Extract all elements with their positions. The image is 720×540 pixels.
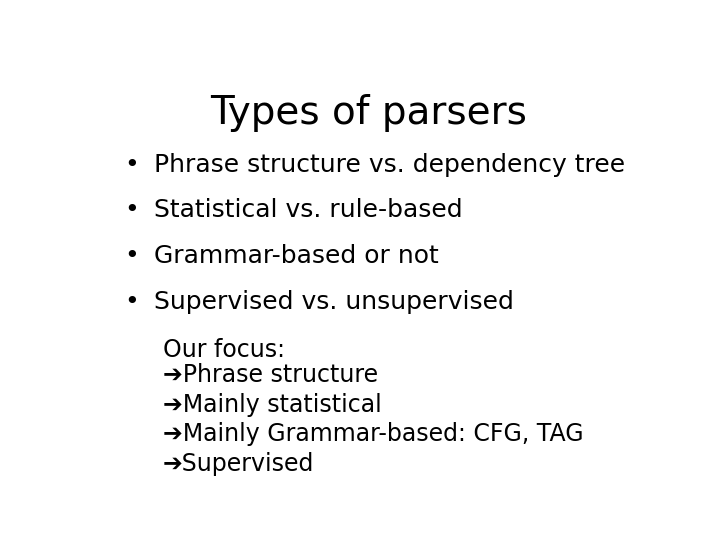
Text: Supervised vs. unsupervised: Supervised vs. unsupervised [154,290,514,314]
Text: •: • [125,198,139,222]
Text: Types of parsers: Types of parsers [210,94,528,132]
Text: Statistical vs. rule-based: Statistical vs. rule-based [154,198,463,222]
Text: ➔Supervised: ➔Supervised [163,453,314,476]
Text: ➔Mainly statistical: ➔Mainly statistical [163,393,382,416]
Text: •: • [125,290,139,314]
Text: Phrase structure vs. dependency tree: Phrase structure vs. dependency tree [154,153,625,177]
Text: ➔Mainly Grammar-based: CFG, TAG: ➔Mainly Grammar-based: CFG, TAG [163,422,583,447]
Text: ➔Phrase structure: ➔Phrase structure [163,362,378,387]
Text: Grammar-based or not: Grammar-based or not [154,244,439,268]
Text: •: • [125,244,139,268]
Text: Our focus:: Our focus: [163,338,284,362]
Text: •: • [125,153,139,177]
